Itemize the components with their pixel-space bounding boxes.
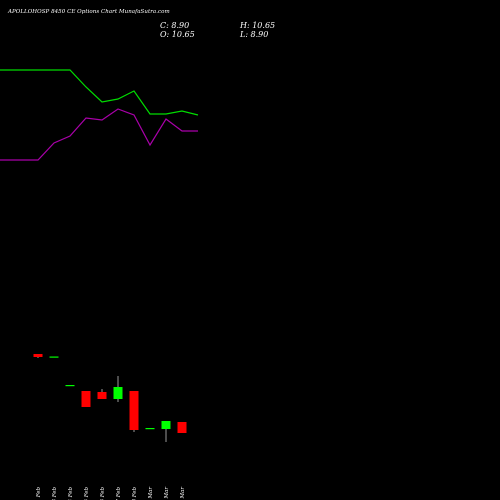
candle-body (145, 428, 155, 430)
x-tick-label: 06 Mar (180, 487, 186, 500)
candle-body (97, 392, 107, 399)
candle (97, 389, 107, 399)
candle-body (33, 354, 43, 357)
indicator-lines (0, 69, 199, 161)
open-value: O: 10.65 (160, 30, 195, 39)
candle (81, 391, 91, 407)
x-tick-label: 14 Feb (68, 487, 74, 500)
x-tick-label: 26 Feb (100, 487, 106, 500)
candle-body (161, 421, 171, 429)
candle-body (81, 391, 91, 407)
low-value: L: 8.90 (240, 30, 269, 39)
candle (177, 422, 187, 433)
candle-body (113, 387, 123, 399)
high-value: H: 10.65 (240, 21, 276, 30)
close-value: C: 8.90 (160, 21, 190, 30)
candle-body (65, 385, 75, 387)
candle (129, 391, 139, 432)
candle-body (177, 422, 187, 433)
x-tick-label: 04 Mar (148, 487, 154, 500)
candlesticks (33, 354, 187, 442)
candle (145, 428, 155, 430)
x-tick-label: 13 Feb (52, 487, 58, 500)
candle-body (129, 391, 139, 430)
candle-body (49, 356, 59, 358)
x-tick-label: 28 Feb (132, 487, 138, 500)
chart-title: APOLLOHOSP 8450 CE Options Chart MunafaS… (8, 9, 170, 15)
x-axis-labels: 11 Feb 13 Feb 14 Feb 25 Feb 26 Feb 27 Feb 28 F… (36, 487, 186, 500)
x-tick-label: 27 Feb (116, 487, 122, 500)
indicator-line-1 (0, 69, 199, 116)
candle (49, 356, 59, 358)
x-tick-label: 05 Mar (164, 487, 170, 500)
candle (65, 385, 75, 387)
indicator-line-2 (0, 108, 198, 161)
x-tick-label: 25 Feb (84, 487, 90, 500)
candle (33, 354, 43, 358)
x-tick-label: 11 Feb (36, 487, 42, 500)
candle (113, 376, 123, 402)
candle (161, 421, 171, 442)
